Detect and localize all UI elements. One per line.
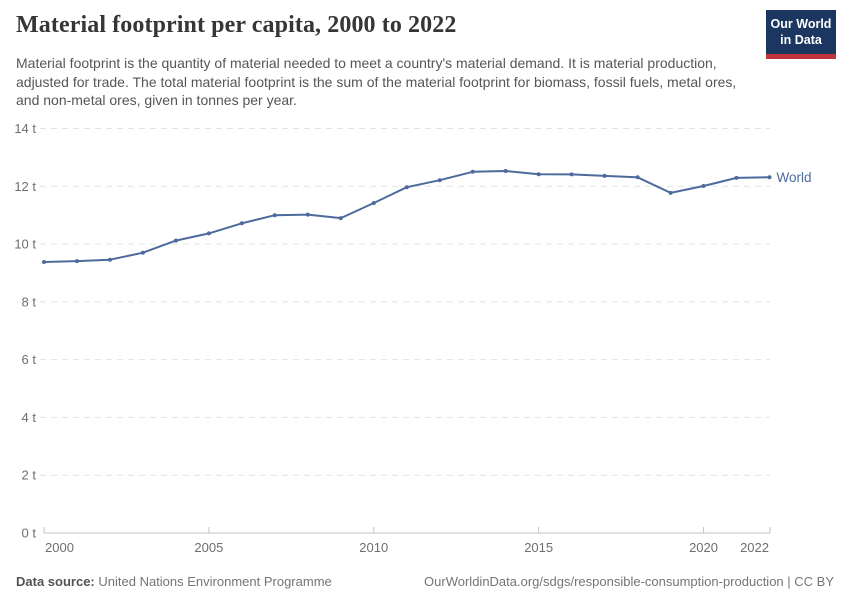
- data-source-value: United Nations Environment Programme: [98, 574, 332, 589]
- data-point-2016: [569, 172, 574, 177]
- y-tick-label: 0 t: [22, 526, 37, 541]
- data-point-2001: [75, 259, 79, 264]
- series-label-world: World: [777, 170, 812, 185]
- y-tick-label: 4 t: [22, 410, 37, 425]
- y-tick-label: 2 t: [22, 468, 37, 483]
- data-point-2013: [470, 169, 475, 174]
- data-point-2015: [536, 172, 541, 177]
- chart-title: Material footprint per capita, 2000 to 2…: [16, 12, 457, 38]
- x-tick-label: 2000: [45, 540, 74, 555]
- y-tick-label: 12 t: [14, 179, 36, 194]
- x-tick-label: 2022: [740, 540, 769, 555]
- data-point-2000: [42, 260, 46, 264]
- chart-footer: Data source: United Nations Environment …: [16, 574, 834, 589]
- data-point-2004: [173, 238, 178, 243]
- owid-logo-line1: Our World: [770, 17, 832, 31]
- series-line-world: [43, 170, 771, 263]
- data-point-2005: [206, 231, 211, 236]
- data-point-2021: [734, 175, 739, 180]
- data-point-2022: [767, 175, 772, 180]
- owid-logo-line2: in Data: [780, 32, 822, 47]
- footer-link[interactable]: OurWorldinData.org/sdgs/responsible-cons…: [424, 574, 834, 589]
- data-point-2017: [602, 173, 607, 178]
- data-point-2007: [272, 213, 277, 218]
- data-point-2018: [635, 175, 640, 180]
- x-tick-label: 2015: [524, 540, 553, 555]
- data-source: Data source: United Nations Environment …: [16, 574, 332, 589]
- x-tick-label: 2005: [194, 540, 223, 555]
- chart-subtitle: Material footprint is the quantity of ma…: [16, 55, 737, 108]
- data-point-2010: [371, 201, 376, 205]
- data-point-2014: [503, 169, 508, 173]
- data-point-2002: [108, 257, 112, 262]
- data-point-2009: [338, 216, 343, 221]
- data-source-label: Data source:: [16, 574, 95, 589]
- data-point-2011: [404, 185, 409, 190]
- x-tick-label: 2020: [689, 540, 718, 555]
- y-tick-label: 6 t: [22, 352, 37, 367]
- data-point-2019: [668, 190, 673, 195]
- data-point-2012: [437, 178, 442, 183]
- x-tick-label: 2010: [359, 540, 388, 555]
- y-tick-label: 14 t: [14, 121, 36, 136]
- owid-logo[interactable]: Our World in Data: [766, 10, 836, 60]
- data-point-2008: [305, 212, 310, 217]
- data-point-2003: [140, 250, 145, 255]
- data-point-2006: [239, 221, 244, 226]
- y-tick-label: 10 t: [14, 237, 36, 252]
- y-tick-label: 8 t: [22, 294, 37, 309]
- data-point-2020: [701, 184, 706, 188]
